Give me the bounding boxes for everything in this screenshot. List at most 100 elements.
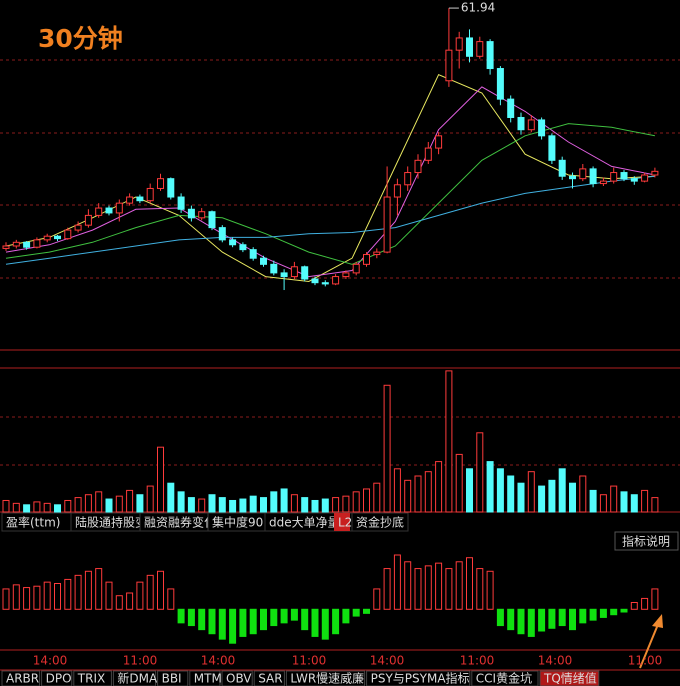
bottom-tab[interactable] bbox=[73, 670, 112, 686]
candle-body bbox=[260, 257, 267, 265]
volume-bar bbox=[424, 471, 432, 513]
indicator-bar bbox=[12, 584, 20, 610]
bottom-tab-label[interactable]: TQ情绪值 bbox=[543, 671, 597, 686]
candle-body bbox=[455, 37, 463, 51]
indicator-bar bbox=[496, 608, 504, 627]
candle-body bbox=[435, 135, 443, 149]
bottom-tab[interactable] bbox=[1, 670, 41, 686]
volume-bar bbox=[383, 384, 391, 513]
volume-bar bbox=[393, 468, 401, 513]
indicator-bar bbox=[455, 561, 463, 610]
tab-label[interactable]: 融资融券变化 bbox=[144, 515, 216, 530]
bottom-tab-label[interactable]: SAR bbox=[258, 672, 282, 686]
tab-label[interactable]: L2 bbox=[338, 516, 352, 530]
candle-body bbox=[445, 49, 453, 82]
tab-label[interactable]: 集中度90 bbox=[212, 515, 263, 530]
indicator-bar bbox=[620, 608, 628, 613]
help-button-label[interactable]: 指标说明 bbox=[622, 534, 670, 549]
volume-bar bbox=[455, 453, 463, 513]
volume-bar bbox=[321, 498, 329, 513]
bottom-tab[interactable] bbox=[471, 670, 539, 686]
tab[interactable] bbox=[334, 513, 350, 531]
volume-bar bbox=[569, 482, 576, 513]
indicator-bar bbox=[270, 608, 278, 627]
bottom-tab[interactable] bbox=[253, 670, 285, 686]
candle-body bbox=[157, 178, 164, 189]
arrow-head bbox=[652, 614, 663, 628]
moving-average bbox=[5, 74, 655, 283]
volume-bar bbox=[239, 498, 247, 513]
candle-body bbox=[23, 241, 31, 248]
candle-body bbox=[177, 196, 185, 210]
panel-borders bbox=[0, 349, 680, 671]
bottom-tab-label[interactable]: TRIX bbox=[77, 672, 105, 686]
help-button[interactable] bbox=[614, 531, 679, 551]
bottom-tab-label[interactable]: BBI bbox=[162, 672, 182, 686]
indicator-bar bbox=[527, 608, 535, 637]
tab-label[interactable]: dde大单净量 bbox=[269, 516, 340, 530]
bottom-tab[interactable] bbox=[221, 670, 253, 686]
indicator-bar bbox=[352, 608, 360, 617]
volume-bar bbox=[146, 485, 154, 513]
bottom-tab[interactable] bbox=[285, 670, 366, 686]
tab-label[interactable]: 陆股通持股变化 bbox=[75, 515, 159, 530]
candle-body bbox=[198, 211, 206, 219]
volume-bar bbox=[476, 432, 484, 513]
indicator-bar bbox=[486, 570, 494, 610]
volume-bar bbox=[167, 482, 175, 513]
candle-body bbox=[2, 245, 10, 249]
bottom-tab[interactable] bbox=[112, 670, 157, 686]
tab-label[interactable]: 盈率(ttm) bbox=[6, 515, 60, 530]
volume-bar bbox=[651, 497, 659, 513]
volume-bar bbox=[486, 461, 494, 513]
bottom-tab[interactable] bbox=[157, 670, 189, 686]
bottom-tab-label[interactable]: OBV bbox=[226, 672, 252, 686]
tab[interactable] bbox=[351, 512, 409, 532]
indicator-bar bbox=[301, 608, 309, 631]
bottom-tab-label[interactable]: LWR慢速威廉 bbox=[290, 671, 364, 686]
volume-bar bbox=[610, 485, 618, 513]
candle-body bbox=[466, 37, 473, 57]
indicator-bar bbox=[610, 608, 618, 616]
indicator-bar bbox=[208, 608, 216, 635]
candle-body bbox=[404, 172, 412, 186]
candle-body bbox=[579, 168, 587, 180]
indicator-bar bbox=[229, 608, 237, 644]
indicator-bar bbox=[517, 608, 525, 635]
candle-body bbox=[311, 278, 319, 284]
indicator-bar bbox=[105, 581, 113, 610]
indicator-bar bbox=[136, 581, 144, 610]
bottom-tab-label[interactable]: PSY与PSYMA指标 bbox=[371, 671, 470, 686]
bottom-tab[interactable] bbox=[189, 670, 221, 686]
volume-bar bbox=[311, 499, 319, 513]
volume-bar bbox=[332, 497, 340, 513]
indicator-bar bbox=[558, 608, 566, 627]
bottom-tab-label[interactable]: ARBR bbox=[6, 672, 39, 686]
candle-body bbox=[651, 170, 659, 176]
tab-label[interactable]: 资金抄底 bbox=[356, 515, 404, 530]
candle-body bbox=[187, 208, 195, 219]
bottom-tab-label[interactable]: CCI黄金坑 bbox=[476, 671, 532, 686]
bottom-tab-label[interactable]: 新DMA bbox=[117, 671, 158, 686]
bottom-tab[interactable] bbox=[366, 670, 471, 686]
indicator-bar bbox=[579, 608, 587, 624]
x-tick-label: 11:00 bbox=[292, 654, 327, 668]
volume-bar bbox=[187, 497, 195, 513]
arrow bbox=[639, 621, 660, 669]
candle-body bbox=[548, 135, 556, 161]
bottom-tab[interactable] bbox=[539, 670, 600, 686]
bottom-tab[interactable] bbox=[41, 670, 73, 686]
candle-body bbox=[342, 272, 350, 278]
volume-bar bbox=[249, 495, 257, 513]
candle-body bbox=[280, 272, 288, 278]
volume-bar bbox=[599, 494, 607, 513]
x-tick-label: 14:00 bbox=[201, 654, 236, 668]
high-label: 61.94 bbox=[461, 1, 495, 15]
moving-average bbox=[5, 123, 655, 265]
indicator-bar bbox=[95, 568, 103, 610]
candle-body bbox=[208, 211, 216, 229]
bottom-tab-label[interactable]: DPO bbox=[46, 672, 72, 686]
candle-body bbox=[476, 41, 484, 57]
bottom-tab-label[interactable]: MTM bbox=[194, 672, 222, 686]
